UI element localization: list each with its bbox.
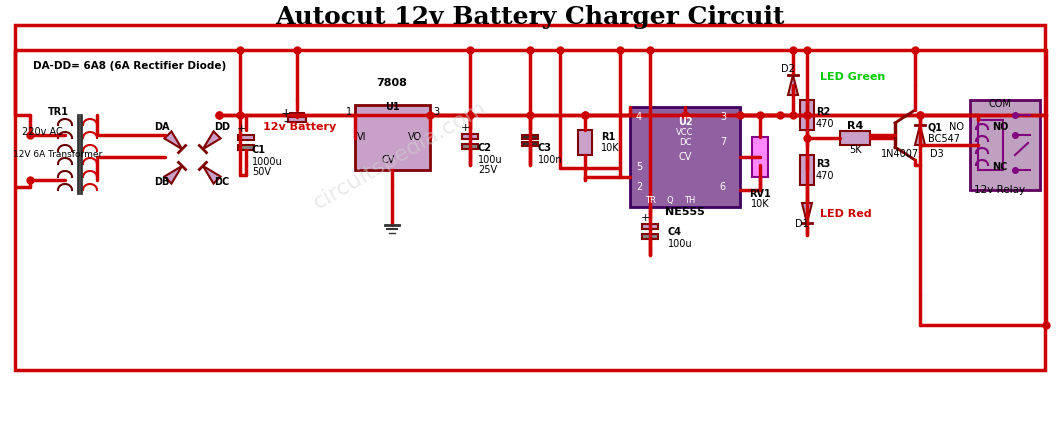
Bar	[800, 100, 814, 130]
Text: +: +	[460, 123, 470, 133]
Text: DC: DC	[679, 138, 691, 147]
Text: 3: 3	[719, 112, 726, 122]
Text: DA-DD= 6A8 (6A Rectifier Diode): DA-DD= 6A8 (6A Rectifier Diode)	[33, 61, 227, 71]
Text: 7: 7	[719, 137, 726, 147]
Text: C2: C2	[479, 143, 492, 153]
Text: LED Red: LED Red	[820, 209, 872, 219]
Text: U2: U2	[678, 117, 693, 127]
Polygon shape	[203, 166, 221, 184]
Bar	[290, 113, 305, 116]
Text: 12V 6A Transformer: 12V 6A Transformer	[14, 150, 103, 159]
Text: 1N4007: 1N4007	[881, 149, 919, 159]
Text: RV1: RV1	[749, 189, 771, 199]
Text: NO: NO	[949, 122, 963, 132]
Text: 7808: 7808	[377, 78, 407, 88]
Polygon shape	[788, 75, 798, 95]
Text: 2: 2	[636, 182, 642, 192]
Bar	[238, 145, 254, 150]
Text: 10K: 10K	[751, 199, 769, 209]
Text: 12v Relay: 12v Relay	[974, 185, 1026, 195]
Text: CV: CV	[381, 155, 395, 165]
Text: 10K: 10K	[601, 143, 620, 153]
Polygon shape	[915, 125, 925, 145]
Text: Autocut 12v Battery Charger Circuit: Autocut 12v Battery Charger Circuit	[275, 5, 785, 29]
Bar	[642, 234, 658, 239]
Text: 220v AC: 220v AC	[22, 127, 63, 137]
Text: 25V: 25V	[479, 165, 498, 175]
Text: C1: C1	[253, 145, 266, 155]
Polygon shape	[802, 203, 812, 223]
Text: TH: TH	[684, 196, 696, 205]
Text: 4: 4	[636, 112, 642, 122]
Text: 470: 470	[816, 119, 835, 129]
Bar	[970, 100, 1040, 190]
Text: R4: R4	[847, 121, 864, 131]
Text: COM: COM	[989, 99, 1011, 109]
Bar	[462, 144, 479, 149]
Text: 1: 1	[346, 107, 352, 117]
Text: 470: 470	[816, 171, 835, 181]
Polygon shape	[164, 131, 182, 149]
Text: C4: C4	[668, 227, 682, 237]
Text: NO: NO	[992, 122, 1008, 132]
Text: DB: DB	[154, 177, 170, 187]
Bar	[238, 135, 254, 140]
Text: VCC: VCC	[676, 128, 694, 137]
Text: 100u: 100u	[479, 155, 503, 165]
Text: 5: 5	[636, 162, 642, 172]
Text: 100u: 100u	[668, 239, 693, 249]
Text: D2: D2	[781, 64, 795, 74]
Bar	[288, 117, 306, 122]
Text: CV: CV	[678, 152, 692, 162]
Text: DD: DD	[214, 122, 230, 132]
Bar	[630, 107, 740, 207]
Bar	[800, 155, 814, 185]
Text: 50V: 50V	[253, 167, 271, 177]
Text: R2: R2	[816, 107, 831, 117]
Polygon shape	[203, 131, 221, 149]
Text: VO: VO	[407, 132, 422, 142]
Text: LED Green: LED Green	[820, 72, 885, 82]
Text: DA: DA	[154, 122, 170, 132]
Bar	[978, 120, 1003, 170]
Text: Q: Q	[666, 196, 674, 205]
Text: BC547: BC547	[928, 134, 960, 144]
Text: circuitspedia.com: circuitspedia.com	[310, 97, 490, 213]
Text: 3: 3	[433, 107, 439, 117]
Text: NC: NC	[992, 162, 1008, 172]
Bar	[752, 137, 768, 177]
Text: -: -	[283, 116, 289, 130]
Bar	[15, 25, 1045, 370]
Polygon shape	[164, 166, 182, 184]
Text: Q1: Q1	[928, 122, 943, 132]
Text: 100n: 100n	[538, 155, 562, 165]
Text: 5K: 5K	[849, 145, 862, 155]
Text: 12v Battery: 12v Battery	[263, 122, 336, 132]
Bar	[840, 131, 870, 145]
Text: R3: R3	[816, 159, 831, 169]
Bar	[522, 135, 538, 139]
Bar	[462, 134, 479, 139]
Text: U1: U1	[385, 102, 399, 112]
Text: D3: D3	[930, 149, 943, 159]
Bar	[578, 130, 592, 155]
Text: DC: DC	[214, 177, 229, 187]
Text: +: +	[237, 124, 246, 134]
Text: TR: TR	[645, 196, 656, 205]
Text: D1: D1	[795, 219, 808, 229]
Text: 1000u: 1000u	[253, 157, 282, 167]
Text: +: +	[641, 213, 650, 223]
Text: VI: VI	[358, 132, 367, 142]
Text: C3: C3	[538, 143, 552, 153]
Bar	[642, 224, 658, 229]
Text: +: +	[281, 107, 292, 120]
Text: TR1: TR1	[48, 107, 69, 117]
Bar	[355, 105, 430, 170]
Text: R1: R1	[601, 132, 615, 142]
Bar	[522, 142, 538, 146]
Text: NE555: NE555	[665, 207, 705, 217]
Text: 6: 6	[719, 182, 726, 192]
